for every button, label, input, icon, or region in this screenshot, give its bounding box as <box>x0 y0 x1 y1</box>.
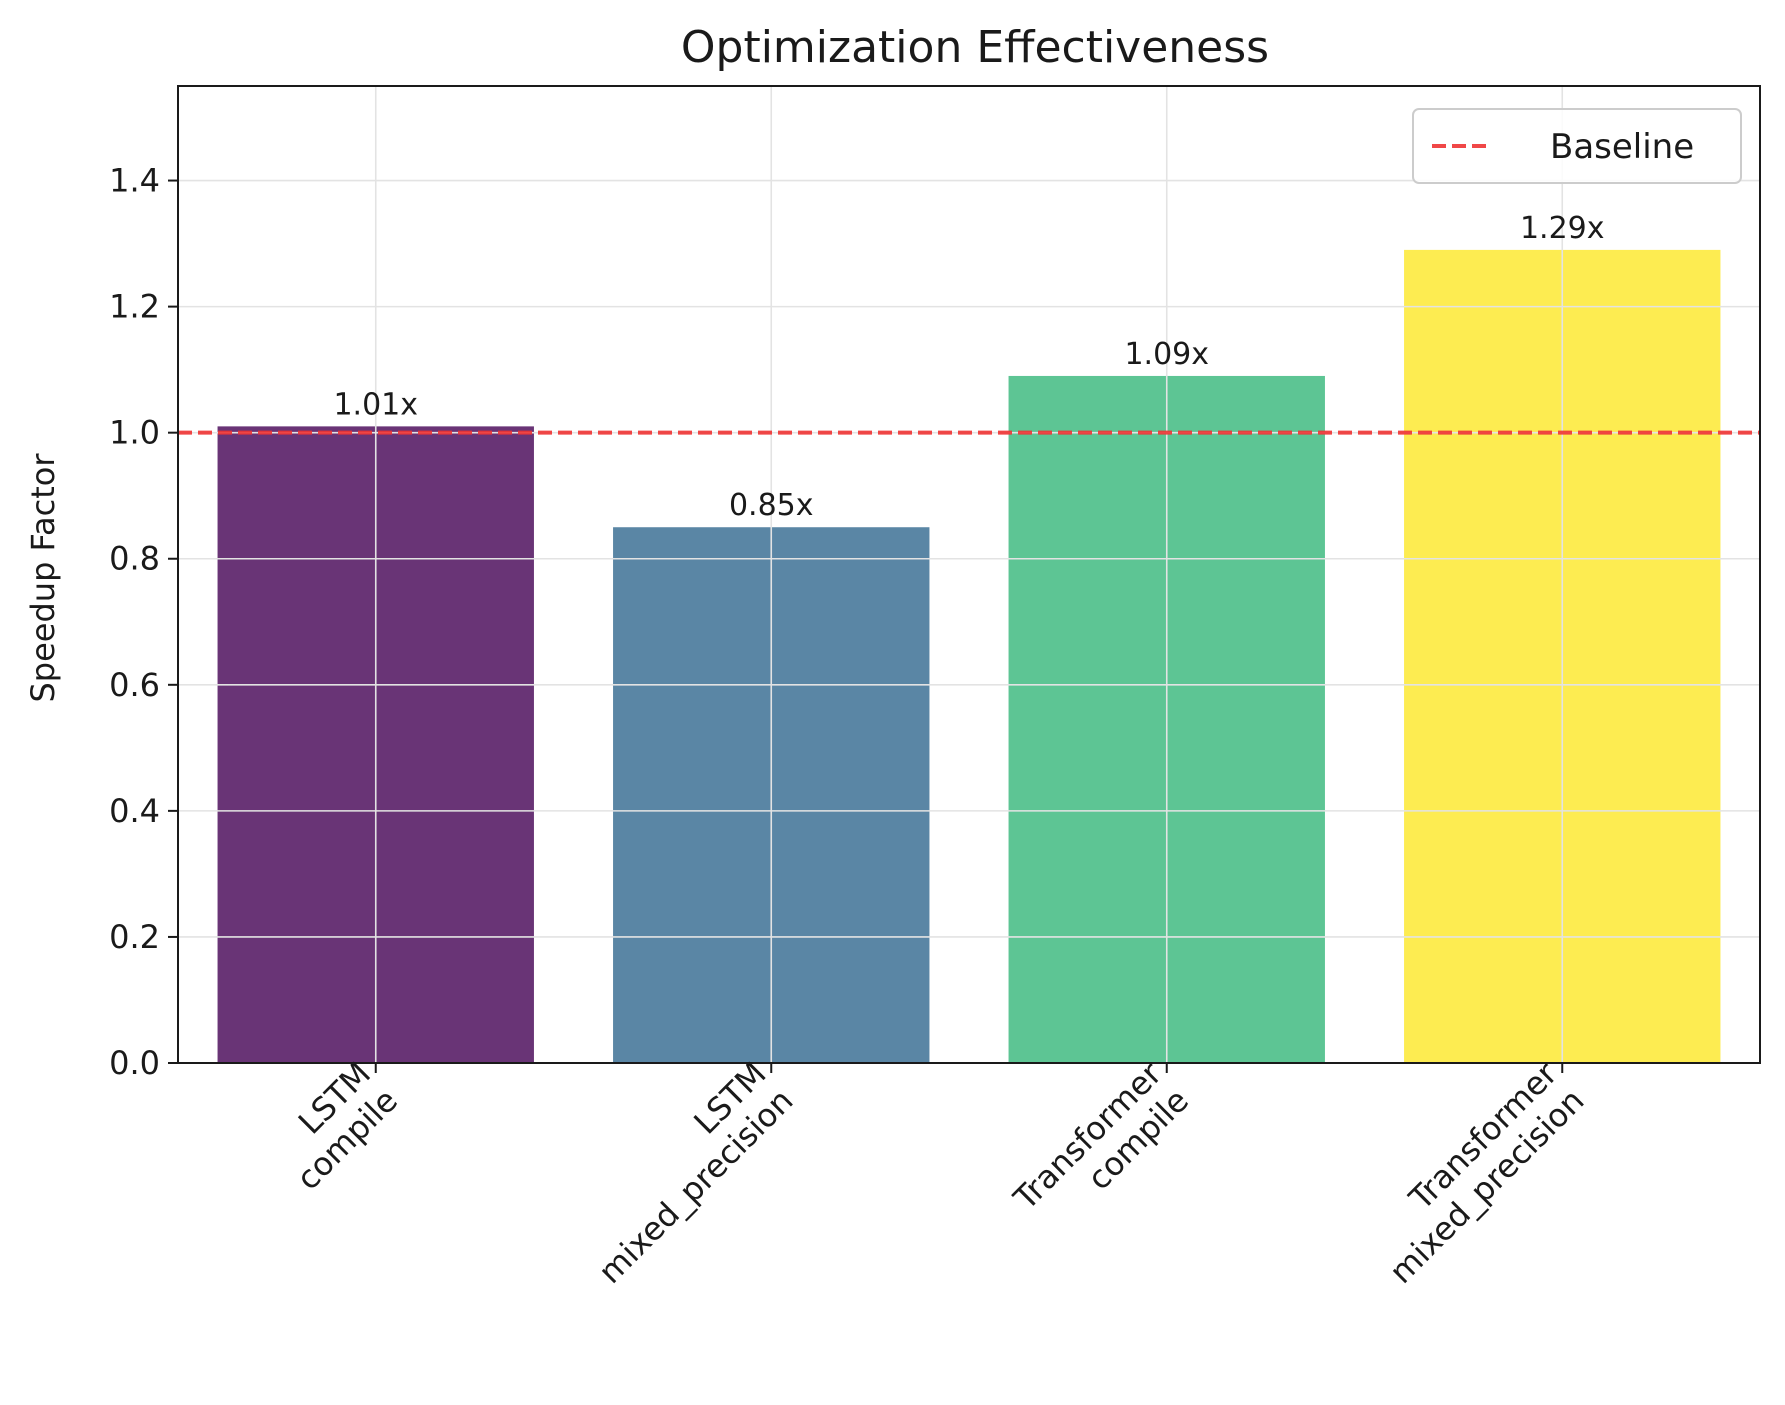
x-tick-label-3: Transformermixed_precision <box>1355 1054 1592 1291</box>
x-tick-label-0: LSTMcompile <box>262 1054 405 1197</box>
y-tick-label-3: 0.6 <box>109 666 160 704</box>
y-tick-label-6: 1.2 <box>109 288 160 326</box>
legend-baseline-label: Baseline <box>1550 127 1694 167</box>
y-tick-label-0: 0.0 <box>109 1044 160 1082</box>
y-tick-label-5: 1.0 <box>109 414 160 452</box>
y-tick-label-2: 0.4 <box>109 792 160 830</box>
data-labels-layer: 1.01x 0.85x 1.09x 1.29x <box>333 211 1604 523</box>
y-axis-label: Speedup Factor <box>24 453 62 703</box>
x-tick-label-2: Transformercompile <box>1006 1054 1197 1245</box>
bars-layer <box>217 249 1721 1064</box>
y-tick-label-7: 1.4 <box>109 162 160 200</box>
y-tick-label-4: 0.8 <box>109 540 160 578</box>
y-ticks-layer: 0.0 0.2 0.4 0.6 0.8 1.0 1.2 1.4 <box>109 162 178 1082</box>
data-label-1: 0.85x <box>729 488 814 523</box>
data-label-0: 1.01x <box>333 387 418 422</box>
plot-frame <box>177 85 1761 1064</box>
legend: Baseline <box>1412 108 1742 184</box>
data-label-3: 1.29x <box>1520 211 1605 246</box>
x-ticks-layer: LSTMcompile LSTMmixed_precision Transforme… <box>262 1054 1592 1291</box>
legend-box <box>1412 108 1742 184</box>
chart-title: Optimization Effectiveness <box>681 22 1269 73</box>
y-tick-label-1: 0.2 <box>109 918 160 956</box>
data-label-2: 1.09x <box>1124 337 1209 372</box>
x-tick-label-1: LSTMmixed_precision <box>564 1054 800 1290</box>
